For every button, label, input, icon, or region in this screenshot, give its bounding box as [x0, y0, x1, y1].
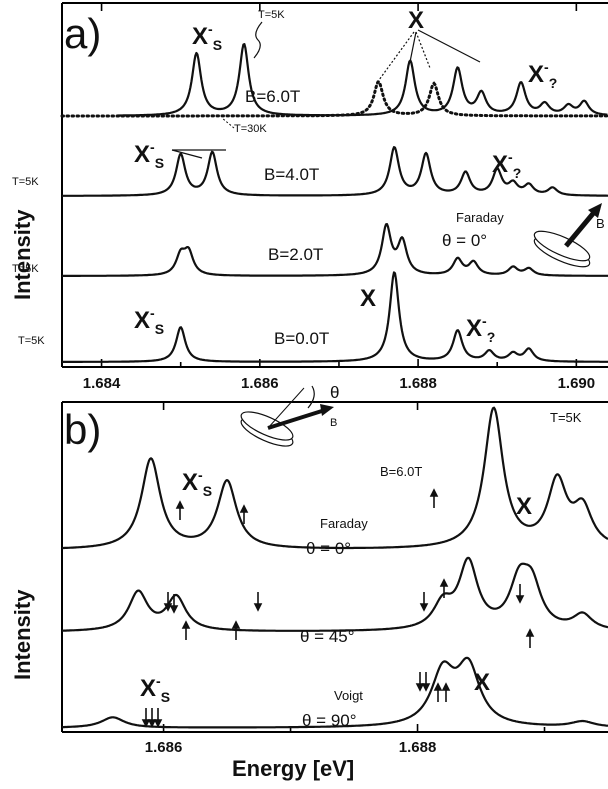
spin-arrow-icon: [175, 500, 185, 520]
label-b6: B=6.0T: [245, 87, 300, 106]
spin-arrow-icon: [181, 620, 191, 640]
spin-arrow-icon: [231, 620, 241, 640]
panel-a-xtick-label: 1.690: [558, 375, 596, 392]
xs-pointer-1: [171, 149, 203, 159]
peak-label-xs-top: X-S: [192, 21, 222, 53]
spin-arrow-icon: [415, 672, 425, 692]
sample-disk-icon-a: [533, 230, 591, 268]
theta-label-0: θ = 0°: [306, 539, 351, 558]
theta-label-90: θ = 90°: [302, 711, 357, 730]
spin-arrow-icon: [439, 578, 449, 598]
x-pointer-dotted-1: [378, 31, 415, 81]
panel-a-trace-2: [61, 146, 608, 197]
panel-a-y-title: Intensity: [10, 209, 35, 300]
panel-a-traces: [60, 43, 608, 363]
panel-b-y-title: Intensity: [10, 589, 35, 680]
spin-arrow-icon: [153, 708, 163, 728]
sample-disk-icon-b: [240, 411, 294, 447]
panel-b-traces: [61, 406, 608, 729]
peak-label-x-b-bottom: X: [474, 669, 490, 696]
b-vector-arrow-b: [267, 408, 326, 430]
spin-arrow-icon: [525, 628, 535, 648]
panel-a-trace-3: [61, 223, 608, 277]
spin-arrow-icon: [147, 708, 157, 728]
temp-label-b4: T=5K: [12, 176, 39, 188]
panel-a-label: a): [64, 10, 101, 57]
x-pointer-dotted-2: [415, 31, 431, 69]
peak-label-xq-top: X-?: [528, 59, 557, 91]
theta-symbol-b: θ: [330, 383, 339, 402]
spin-arrows: [141, 488, 535, 728]
panel-b-trace-1: [61, 556, 608, 632]
panel-b-trace-2: [61, 656, 608, 729]
temp-pointer-30k: [221, 117, 235, 129]
spin-arrow-icon: [419, 592, 429, 612]
b-vector-arrowhead-a: [588, 203, 602, 218]
peak-label-xq-b0: X-?: [466, 313, 495, 345]
panel-a-xtick-label: 1.684: [83, 375, 121, 392]
faraday-label-a: Faraday: [456, 210, 504, 225]
spin-arrow-icon: [141, 708, 151, 728]
temp-label-30k: T=30K: [234, 123, 267, 135]
spin-arrow-icon: [253, 592, 263, 612]
peak-label-xs-b0: X-S: [134, 305, 164, 337]
b-vector-arrowhead-b: [320, 404, 334, 416]
temp-pointer-5k: [253, 21, 263, 59]
mode-label-voigt: Voigt: [334, 688, 363, 703]
field-label-b: B=6.0T: [380, 464, 422, 479]
b-vector-arrow-a: [564, 208, 598, 248]
spin-arrow-icon: [163, 592, 173, 612]
b-vector-label-a: B: [596, 216, 605, 231]
panel-a: 1.684 1.686 1.688 1.690 a) Intensity B=6.0T…: [10, 2, 608, 392]
temp-label-b0: T=5K: [18, 335, 45, 347]
panel-a-xtick-label: 1.686: [241, 375, 279, 392]
spin-arrow-icon: [441, 682, 451, 702]
spin-arrow-icon: [433, 682, 443, 702]
peak-label-xs-b-top: X-S: [182, 467, 212, 499]
spin-arrow-icon: [239, 504, 249, 524]
panel-b-x-title: Energy [eV]: [232, 756, 354, 781]
panel-a-trace-4: [61, 271, 608, 363]
panel-a-xtick-label: 1.688: [399, 375, 437, 392]
panel-a-trace-0: [117, 43, 608, 117]
spin-arrow-icon: [515, 584, 525, 604]
peak-label-x-b0: X: [360, 285, 376, 312]
panel-b-ticks: 1.686 1.688: [145, 402, 546, 756]
label-b2: B=2.0T: [268, 245, 323, 264]
panel-a-trace-1: [60, 80, 608, 118]
panel-b-label: b): [64, 406, 101, 453]
peak-label-xq-b4: X-?: [492, 149, 521, 181]
spin-arrow-icon: [169, 594, 179, 614]
panel-b: 1.686 1.688 b) Intensity Energy [eV] T=5K…: [10, 383, 608, 781]
x-pointer-solid-1: [417, 29, 481, 63]
panel-a-ticks: 1.684 1.686 1.688 1.690: [83, 3, 595, 392]
panel-b-xtick-label: 1.688: [399, 739, 437, 756]
mode-label-faraday: Faraday: [320, 516, 368, 531]
temp-label-b: T=5K: [550, 410, 582, 425]
spin-arrow-icon: [421, 672, 431, 692]
peak-label-xs-b-bottom: X-S: [140, 673, 170, 705]
theta-label-a: θ = 0°: [442, 231, 487, 250]
theta-angle-arc: [307, 385, 315, 409]
theta-label-45: θ = 45°: [300, 627, 355, 646]
peak-label-x-b-top: X: [516, 493, 532, 520]
disk-normal-line: [267, 387, 305, 429]
temp-label-5k-top: T=5K: [258, 9, 285, 21]
spin-arrow-icon: [429, 488, 439, 508]
temp-label-b2: T=5K: [12, 263, 39, 275]
panel-b-xtick-label: 1.686: [145, 739, 183, 756]
panel-b-trace-0: [61, 406, 608, 550]
label-b4: B=4.0T: [264, 165, 319, 184]
peak-label-x-top: X: [408, 7, 424, 34]
b-vector-label-b: B: [330, 417, 337, 429]
peak-label-xs-b4: X-S: [134, 139, 164, 171]
x-pointer-solid-2: [409, 31, 417, 63]
label-b0: B=0.0T: [274, 329, 329, 348]
